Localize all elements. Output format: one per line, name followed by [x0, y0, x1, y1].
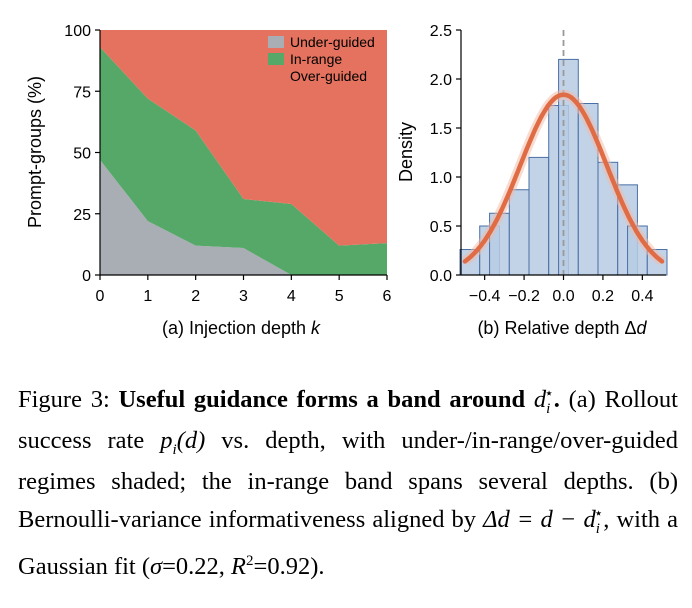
gaussian-fit-curve: [462, 92, 665, 264]
panel-b-ytick-label: 2.5: [430, 23, 452, 40]
figure-caption: Figure 3: Useful guidance forms a band a…: [18, 378, 678, 583]
caption-pi-sub: i: [172, 441, 177, 458]
caption-pi: p: [160, 427, 173, 455]
panel-a-xlabel-var: k: [311, 318, 321, 338]
caption-title-var: d: [533, 386, 547, 414]
panel-a-xtick-label: 4: [287, 288, 296, 305]
panel-b-ytick-label: 1.0: [430, 170, 452, 187]
caption-r: R: [231, 553, 247, 581]
panel-b-xlabel: (b) Relative depth Δd: [477, 318, 647, 338]
caption-line1a: (a) Rollout success rate: [18, 386, 678, 455]
caption-title-sup: ⋆: [544, 386, 554, 402]
area-under-guided: [100, 159, 387, 275]
panel-b-xlabel-var: d: [637, 318, 648, 338]
panel-a-ytick-label: 0: [82, 268, 91, 285]
caption-title-sub: i: [546, 401, 551, 418]
legend-label-under-guided: Under-guided: [290, 34, 375, 50]
panel-b-ytick-label: 2.0: [430, 72, 452, 89]
panel-b-xtick-label: −0.2: [508, 288, 540, 305]
caption-pi-arg: (d): [176, 427, 206, 455]
legend-swatch-in-range: [268, 53, 284, 65]
area-in-range: [100, 47, 387, 276]
panel-a-ytick-label: 50: [73, 146, 91, 163]
panel-a-xtick-label: 1: [143, 288, 152, 305]
panel-a-axes: 0 25 50 75 100 0 1 2 3 4 5 6: [64, 23, 391, 305]
caption-sigma: σ: [150, 553, 163, 581]
caption-line2b: , with a Gaussian fit (: [18, 506, 679, 581]
legend-label-over-guided: Over-guided: [290, 68, 367, 84]
panel-a-xtick-label: 3: [239, 288, 248, 305]
panel-a-xlabel-text: (a) Injection depth: [162, 318, 311, 338]
panel-b-gaussian-fit: [461, 30, 666, 275]
caption-sigma-val: =0.22,: [162, 553, 232, 581]
legend-swatch-over-guided: [268, 70, 284, 82]
figure-3: 0 25 50 75 100 0 1 2 3 4 5 6 Under-guidedIn-rangeOv…: [25, 23, 668, 338]
caption-r-val: =0.92).: [253, 553, 325, 581]
panel-a-ytick-label: 25: [73, 207, 91, 224]
panel-a-stacked-area-chart: 0 25 50 75 100 0 1 2 3 4 5 6 Under-guidedIn-rangeOv…: [25, 23, 392, 338]
panel-a-xlabel: (a) Injection depth k: [162, 318, 321, 338]
panel-b-ylabel: Density: [396, 122, 416, 182]
panel-a-xtick-label: 0: [96, 288, 105, 305]
panel-a-xtick-label: 5: [335, 288, 344, 305]
panel-b-xtick-label: −0.4: [469, 288, 501, 305]
panel-b-histogram: 0.0 0.5 1.0 1.5 2.0 2.5 −0.4 −0.2 0.0 0.2 0.4 Dens…: [396, 23, 668, 338]
panel-b-ytick-label: 1.5: [430, 121, 452, 138]
hist-bar: [508, 189, 530, 276]
panel-b-ytick-label: 0.5: [430, 219, 452, 236]
panel-a-areas: [100, 30, 387, 276]
caption-delta-sup: ⋆: [593, 505, 604, 522]
caption-bold-title: Useful guidance forms a band around: [118, 386, 534, 414]
panel-b-xtick-label: 0.2: [592, 288, 614, 305]
caption-title-end: .: [553, 386, 560, 414]
panel-a-xtick-label: 2: [191, 288, 200, 305]
panel-b-xtick-label: 0.0: [552, 288, 574, 305]
caption-delta-eq: Δd = d − d: [483, 506, 596, 534]
panel-b-xlabel-text: (b) Relative depth Δ: [477, 318, 636, 338]
area-over-guided: [100, 30, 387, 246]
hist-bar: [528, 156, 550, 276]
caption-line1b: vs. depth, with under-/in-range/over-gui…: [18, 427, 678, 534]
caption-label: Figure 3:: [18, 386, 119, 414]
panel-a-ytick-label: 75: [73, 84, 91, 101]
caption-delta-sub: i: [595, 520, 600, 537]
panel-a-ylabel: Prompt-groups (%): [25, 76, 45, 228]
panel-b-ytick-label: 0.0: [430, 268, 452, 285]
legend-label-in-range: In-range: [290, 51, 342, 67]
legend-swatch-under-guided: [268, 36, 284, 48]
panel-a-ytick-label: 100: [64, 23, 91, 40]
panel-a-xtick-label: 6: [383, 288, 392, 305]
panel-b-xtick-label: 0.4: [631, 288, 653, 305]
panel-b-axes: 0.0 0.5 1.0 1.5 2.0 2.5 −0.4 −0.2 0.0 0.2 0.4: [430, 23, 666, 305]
caption-r-sup: 2: [246, 552, 254, 569]
